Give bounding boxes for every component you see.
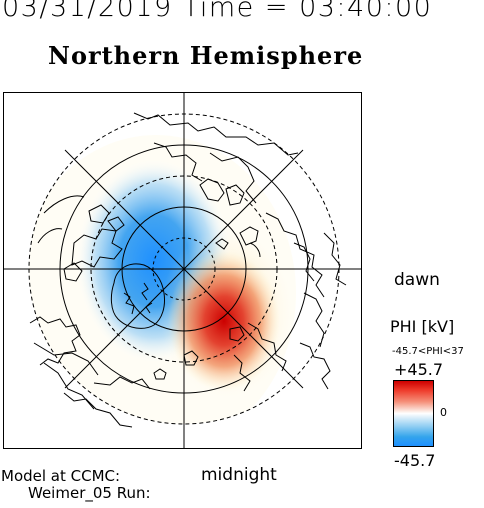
positive-potential-cell — [168, 251, 280, 391]
legend-min: -45.7 — [394, 451, 436, 470]
model-label: Model at CCMC: — [1, 467, 121, 485]
midnight-label: midnight — [201, 465, 277, 485]
datetime-heading: 03/31/2019 Time = 03:40:00 — [2, 0, 433, 23]
legend-quantity: PHI [kV] — [390, 317, 455, 336]
color-bar — [393, 380, 434, 447]
potential-field — [29, 135, 296, 424]
coastlines — [29, 112, 347, 428]
dawn-label: dawn — [394, 270, 440, 290]
legend-max: +45.7 — [394, 360, 444, 379]
page-title: Northern Hemisphere — [48, 41, 364, 70]
polar-map-graphic — [4, 93, 361, 448]
legend-zero: 0 — [440, 406, 447, 419]
polar-map — [3, 92, 362, 449]
run-label: Weimer_05 Run: — [28, 484, 151, 502]
legend-range: -45.7<PHI<37 — [392, 346, 464, 357]
